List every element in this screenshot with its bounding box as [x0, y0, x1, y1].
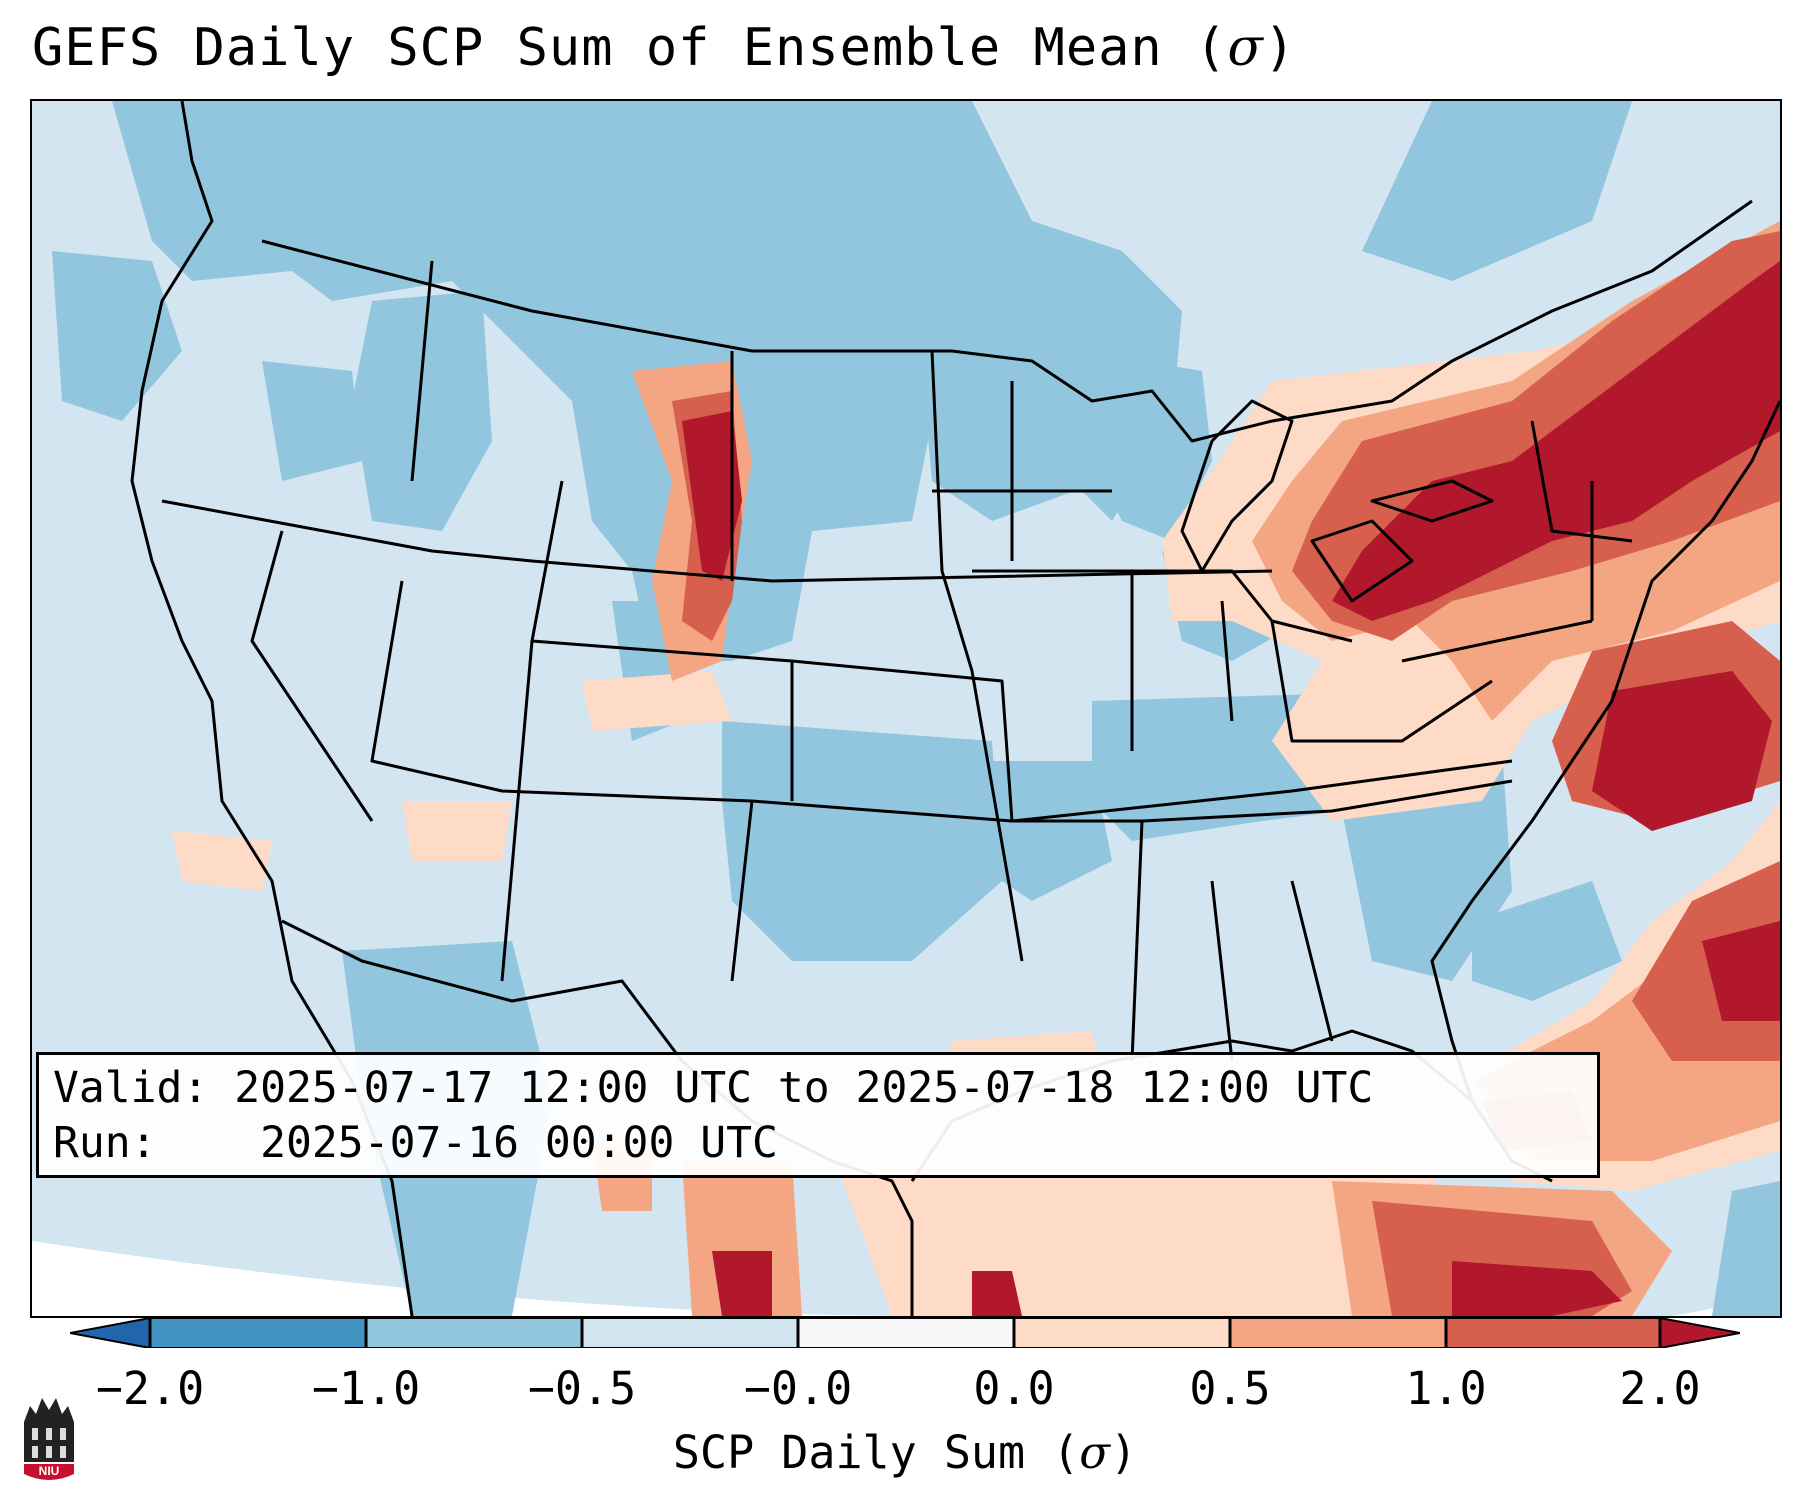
east-coast [1430, 400, 1780, 1102]
state-line [530, 480, 794, 801]
state-line [972, 569, 1353, 643]
svg-text:NIU: NIU [39, 1464, 60, 1478]
niu-logo-icon: NIU [24, 1398, 74, 1480]
colorbar-tick-label: −0.5 [527, 1362, 637, 1415]
colorbar-tick-label: 1.0 [1405, 1362, 1487, 1415]
state-line [1220, 600, 1234, 722]
colorbar-seg-5 [1014, 1318, 1230, 1348]
colorbar-tick-label: −2.0 [95, 1362, 205, 1415]
colorbar-seg-2 [366, 1318, 582, 1348]
colorbar-seg-1 [150, 1318, 366, 1348]
colorbar-seg-3 [582, 1318, 798, 1348]
colorbar-seg-6 [1230, 1318, 1446, 1348]
colorbar-label: SCP Daily Sum (σ) [672, 1426, 1138, 1479]
state-line [791, 659, 1014, 822]
state-line [1401, 619, 1593, 663]
colorbar-tick-label: 2.0 [1619, 1362, 1701, 1415]
state-line [1530, 420, 1633, 543]
colorbar-tick-label: −0.0 [743, 1362, 853, 1415]
state-line [250, 530, 374, 822]
state-line [1290, 880, 1334, 1042]
map-title: GEFS Daily SCP Sum of Ensemble Mean (σ) [32, 18, 1297, 78]
colorbar-tick-label: −1.0 [311, 1362, 421, 1415]
valid-label: Valid: [53, 1063, 209, 1113]
canada-border [261, 199, 1753, 443]
colorbar-arrow-low [70, 1318, 150, 1348]
state-line [1011, 759, 1513, 823]
colorbar-seg-7 [1446, 1318, 1660, 1348]
state-line [730, 800, 754, 982]
off-domain-area [32, 1241, 932, 1316]
state-line [1270, 620, 1493, 743]
validity-info-box: Valid: 2025-07-17 12:00 UTC to 2025-07-1… [36, 1052, 1600, 1178]
map-panel [30, 99, 1782, 1318]
state-line [370, 580, 1513, 823]
colorbar-tick-label: 0.0 [973, 1362, 1055, 1415]
run-value: 2025-07-16 00:00 UTC [260, 1118, 778, 1168]
west-coast [130, 101, 414, 1316]
run-label: Run: [53, 1118, 157, 1168]
state-line [161, 499, 1273, 583]
colorbar-arrow-high [1660, 1318, 1740, 1348]
state-line [930, 350, 1024, 962]
valid-value: 2025-07-17 12:00 UTC to 2025-07-18 12:00… [234, 1063, 1374, 1113]
scp-map [32, 101, 1780, 1316]
state-line [410, 260, 434, 482]
colorbar [70, 1318, 1740, 1348]
colorbar-seg-4 [798, 1318, 1014, 1348]
extreme-regions [682, 261, 1780, 1316]
state-line [1210, 880, 1234, 1062]
colorbar-tick-label: 0.5 [1189, 1362, 1271, 1415]
state-line [1130, 820, 1144, 1062]
great-lakes [1180, 399, 1494, 603]
state-line [500, 640, 534, 982]
